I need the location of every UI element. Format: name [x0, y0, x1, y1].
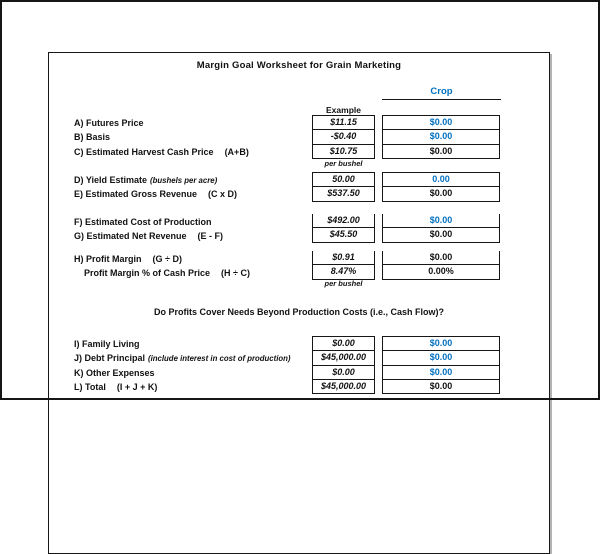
- example-price-box: $11.15 -$0.40 $10.75: [312, 115, 375, 159]
- example-value-e: $537.50: [327, 188, 360, 199]
- cashflow-section-heading: Do Profits Cover Needs Beyond Production…: [153, 307, 445, 317]
- example-value-d: 50.00: [313, 173, 374, 188]
- example-value-l: $45,000.00: [320, 380, 367, 391]
- example-cost-box: $492.00 $45.50: [312, 214, 375, 243]
- row-label-b: B) Basis: [74, 132, 111, 143]
- note-j: (include interest in cost of production): [148, 354, 291, 364]
- example-margin-box: $0.91 8.47%: [312, 251, 375, 280]
- price-labels: A) Futures Price B) Basis C) Estimated H…: [74, 116, 249, 159]
- example-revenue-box: 50.00 $537.50: [312, 172, 375, 202]
- crop-revenue-box: 0.00 $0.00: [382, 172, 500, 202]
- row-label-a: A) Futures Price: [74, 118, 144, 128]
- worksheet-page: Margin Goal Worksheet for Grain Marketin…: [48, 52, 550, 554]
- example-value-g: $45.50: [329, 229, 358, 240]
- row-label-d: D) Yield Estimate (bushels per acre): [74, 175, 218, 185]
- example-value-h-percent: 8.47%: [330, 266, 357, 277]
- page-title: Margin Goal Worksheet for Grain Marketin…: [196, 60, 402, 71]
- formula-g: (E - F): [197, 231, 224, 242]
- crop-cashflow-box: $0.00 $0.00 $0.00 $0.00: [382, 336, 500, 395]
- crop-input-futures-price[interactable]: $0.00: [383, 116, 499, 131]
- row-label-h-percent: Profit Margin % of Cash Price (H ÷ C): [84, 268, 250, 279]
- example-cashflow-box: $0.00 $45,000.00 $0.00 $45,000.00: [312, 336, 375, 395]
- formula-e: (C x D): [208, 189, 238, 200]
- crop-value-total: $0.00: [429, 380, 453, 391]
- per-bushel-note-2: per bushel: [324, 279, 363, 288]
- revenue-labels: D) Yield Estimate (bushels per acre) E) E…: [74, 173, 237, 202]
- example-value-c: $10.75: [329, 145, 358, 156]
- crop-margin-box: $0.00 0.00%: [382, 251, 500, 280]
- row-label-l: L) Total (I + J + K): [74, 381, 158, 392]
- example-column-header: Example: [326, 105, 361, 115]
- formula-l: (I + J + K): [116, 381, 158, 392]
- row-label-h: H) Profit Margin (G ÷ D): [74, 254, 182, 264]
- row-label-c: C) Estimated Harvest Cash Price (A+B): [74, 146, 249, 157]
- example-value-i: $0.00: [313, 337, 374, 352]
- cost-labels: F) Estimated Cost of Production G) Estim…: [74, 215, 223, 244]
- per-bushel-note-1: per bushel: [324, 159, 363, 168]
- example-value-j: $45,000.00: [313, 351, 374, 366]
- crop-price-box: $0.00 $0.00 $0.00: [382, 115, 500, 159]
- example-value-f: $492.00: [313, 214, 374, 229]
- row-label-i: I) Family Living: [74, 339, 140, 349]
- row-label-k: K) Other Expenses: [74, 367, 155, 378]
- crop-value-profit-margin-percent: 0.00%: [428, 266, 454, 277]
- row-label-j: J) Debt Principal (include interest in co…: [74, 353, 291, 364]
- formula-c: (A+B): [224, 146, 249, 157]
- row-label-g: G) Estimated Net Revenue (E - F): [74, 231, 224, 242]
- crop-input-family-living[interactable]: $0.00: [383, 337, 499, 352]
- crop-cost-box: $0.00 $0.00: [382, 214, 500, 243]
- crop-input-basis[interactable]: $0.00: [383, 130, 499, 145]
- crop-value-net-revenue: $0.00: [429, 229, 453, 240]
- crop-input-debt-principal[interactable]: $0.00: [383, 351, 499, 366]
- formula-h-percent: (H ÷ C): [221, 268, 250, 279]
- row-label-e: E) Estimated Gross Revenue (C x D): [74, 189, 238, 200]
- row-label-f: F) Estimated Cost of Production: [74, 217, 212, 227]
- margin-labels: H) Profit Margin (G ÷ D) Profit Margin % …: [74, 252, 250, 281]
- crop-value-profit-margin: $0.00: [383, 251, 499, 266]
- example-value-h: $0.91: [313, 251, 374, 266]
- crop-value-gross-revenue: $0.00: [429, 188, 453, 199]
- cashflow-labels: I) Family Living J) Debt Principal (inclu…: [74, 337, 291, 394]
- crop-input-cost-of-production[interactable]: $0.00: [383, 214, 499, 229]
- example-value-b: -$0.40: [313, 130, 374, 145]
- crop-input-other-expenses[interactable]: $0.00: [383, 366, 499, 380]
- example-value-a: $11.15: [313, 116, 374, 131]
- note-d: (bushels per acre): [150, 176, 218, 185]
- example-value-k: $0.00: [313, 366, 374, 380]
- crop-value-harvest-cash-price: $0.00: [429, 145, 453, 156]
- crop-column-header: Crop: [382, 86, 501, 100]
- crop-input-yield-estimate[interactable]: 0.00: [383, 173, 499, 188]
- formula-h: (G ÷ D): [152, 254, 182, 264]
